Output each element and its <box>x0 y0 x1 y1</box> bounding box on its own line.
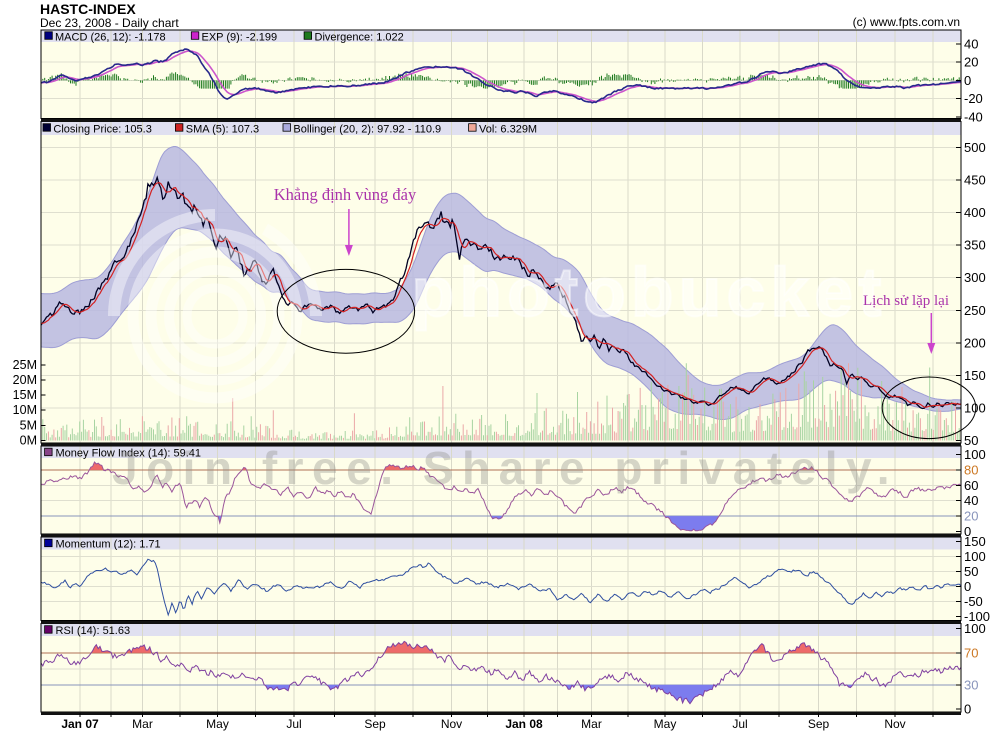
svg-text:0M: 0M <box>20 434 37 448</box>
svg-text:20M: 20M <box>13 373 37 387</box>
svg-text:Divergence: 1.022: Divergence: 1.022 <box>315 31 404 43</box>
svg-text:5M: 5M <box>20 418 37 432</box>
svg-text:HASTC-INDEX: HASTC-INDEX <box>40 1 136 17</box>
svg-text:Mar: Mar <box>132 717 153 731</box>
svg-text:Mar: Mar <box>581 717 602 731</box>
svg-text:350: 350 <box>964 238 986 253</box>
svg-text:0: 0 <box>964 702 971 717</box>
svg-text:450: 450 <box>964 173 986 188</box>
svg-text:0: 0 <box>964 73 971 88</box>
svg-text:50: 50 <box>964 433 978 448</box>
svg-text:Momentum (12): 1.71: Momentum (12): 1.71 <box>56 539 161 551</box>
svg-text:10M: 10M <box>13 403 37 417</box>
svg-text:30: 30 <box>964 677 978 692</box>
svg-text:0: 0 <box>964 579 971 594</box>
svg-text:150: 150 <box>964 368 986 383</box>
svg-text:SMA (5): 107.3: SMA (5): 107.3 <box>186 123 259 135</box>
svg-text:20: 20 <box>964 509 978 524</box>
svg-text:May: May <box>206 717 229 731</box>
svg-text:photobucket: photobucket <box>412 253 887 331</box>
svg-text:Money Flow Index (14): 59.41: Money Flow Index (14): 59.41 <box>56 448 202 460</box>
svg-text:300: 300 <box>964 270 986 285</box>
svg-text:Jan 07: Jan 07 <box>61 717 99 731</box>
svg-text:400: 400 <box>964 205 986 220</box>
svg-text:(c) www.fpts.com.vn: (c) www.fpts.com.vn <box>853 15 960 29</box>
svg-text:70: 70 <box>964 645 978 660</box>
svg-text:-20: -20 <box>964 91 983 106</box>
svg-text:60: 60 <box>964 478 978 493</box>
svg-text:Closing Price: 105.3: Closing Price: 105.3 <box>53 123 151 135</box>
svg-text:100: 100 <box>964 549 986 564</box>
svg-text:Sep: Sep <box>364 717 386 731</box>
svg-text:Dec 23, 2008 - Daily chart: Dec 23, 2008 - Daily chart <box>40 16 179 30</box>
svg-text:RSI (14): 51.63: RSI (14): 51.63 <box>56 625 131 637</box>
svg-text:0: 0 <box>964 524 971 539</box>
svg-text:40: 40 <box>964 493 978 508</box>
svg-text:Jul: Jul <box>286 717 301 731</box>
svg-text:Jan 08: Jan 08 <box>505 717 543 731</box>
svg-text:Lịch sử lặp lại: Lịch sử lặp lại <box>863 293 949 309</box>
svg-text:20: 20 <box>964 55 978 70</box>
svg-text:Bollinger (20, 2): 97.92 - 110: Bollinger (20, 2): 97.92 - 110.9 <box>293 123 441 135</box>
svg-text:250: 250 <box>964 303 986 318</box>
svg-text:Nov: Nov <box>884 717 905 731</box>
svg-text:500: 500 <box>964 140 986 155</box>
svg-text:MACD (26, 12): -1.178: MACD (26, 12): -1.178 <box>55 31 166 43</box>
svg-text:Vol: 6.329M: Vol: 6.329M <box>479 123 537 135</box>
svg-text:15M: 15M <box>13 388 37 402</box>
svg-text:EXP (9): -2.199: EXP (9): -2.199 <box>202 31 278 43</box>
svg-text:Nov: Nov <box>441 717 462 731</box>
svg-text:Sep: Sep <box>808 717 830 731</box>
svg-text:40: 40 <box>964 36 978 51</box>
svg-text:-100: -100 <box>964 609 990 624</box>
svg-text:100: 100 <box>964 400 986 415</box>
svg-text:May: May <box>654 717 677 731</box>
svg-text:200: 200 <box>964 335 986 350</box>
svg-text:-50: -50 <box>964 594 983 609</box>
svg-text:Join free. Share privately.: Join free. Share privately. <box>112 442 898 494</box>
svg-text:100: 100 <box>964 447 986 462</box>
svg-text:25M: 25M <box>13 358 37 372</box>
svg-text:100: 100 <box>964 621 986 636</box>
svg-text:50: 50 <box>964 564 978 579</box>
svg-text:Jul: Jul <box>732 717 747 731</box>
svg-text:80: 80 <box>964 462 978 477</box>
svg-text:-40: -40 <box>964 110 983 125</box>
svg-text:150: 150 <box>964 534 986 549</box>
svg-text:Khẳng định vùng đáy: Khẳng định vùng đáy <box>274 185 417 204</box>
